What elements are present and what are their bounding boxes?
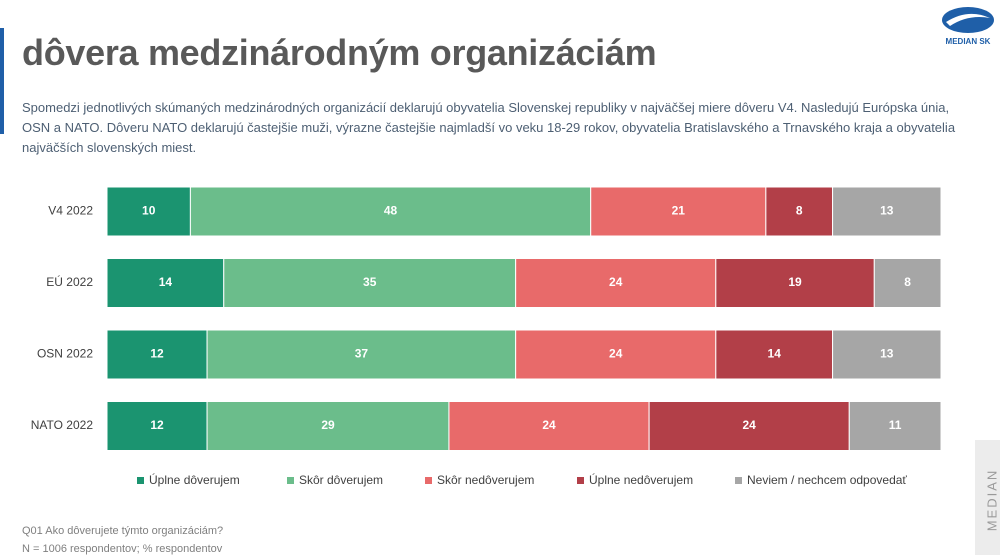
bar-segment: [832, 329, 942, 380]
bar-segment: [106, 258, 225, 308]
legend-swatch: [735, 477, 742, 484]
data-label: 19: [788, 275, 802, 289]
bar-segment: [106, 329, 208, 380]
y-tick-label: EÚ 2022: [46, 274, 93, 289]
legend-swatch: [137, 477, 144, 484]
bar-segment: [848, 401, 942, 451]
bar-segment: [223, 258, 517, 308]
data-label: 29: [321, 418, 335, 432]
logo-shape: [942, 7, 994, 33]
y-tick-label: OSN 2022: [37, 347, 93, 361]
bar-segment: [206, 401, 450, 451]
y-tick-label: V4 2022: [48, 204, 93, 218]
footnote: N = 1006 respondentov; % respondentov: [22, 543, 223, 555]
legend-swatch: [425, 477, 432, 484]
side-strip: [975, 440, 1000, 555]
logo-text: MEDIAN SK: [946, 37, 991, 46]
data-label: 14: [159, 275, 173, 289]
legend-label: Neviem / nechcem odpovedať: [747, 473, 907, 487]
logo: MEDIAN SK: [942, 7, 994, 46]
y-tick-label: NATO 2022: [31, 418, 94, 432]
data-label: 13: [880, 347, 894, 361]
legend-swatch: [577, 477, 584, 484]
legend-swatch: [287, 477, 294, 484]
bar-segment: [648, 401, 850, 451]
data-label: 14: [768, 347, 782, 361]
bar-segment: [590, 186, 767, 237]
legend-label: Úplne nedôverujem: [589, 472, 693, 487]
data-label: 24: [609, 275, 623, 289]
data-label: 24: [743, 418, 757, 432]
accent-bar: [0, 28, 4, 134]
data-label: 48: [384, 204, 398, 218]
data-label: 24: [542, 418, 556, 432]
chart-subtitle: Spomedzi jednotlivých skúmaných medzinár…: [22, 100, 956, 155]
data-label: 11: [889, 418, 902, 432]
bar-segment: [515, 258, 717, 308]
legend-label: Úplne dôverujem: [149, 472, 240, 487]
data-label: 12: [150, 418, 164, 432]
data-label: 24: [609, 347, 623, 361]
bar-segment: [106, 186, 191, 237]
data-label: 13: [880, 204, 894, 218]
bar-segment: [448, 401, 650, 451]
data-label: 12: [150, 347, 164, 361]
bar-segment: [715, 258, 875, 308]
logo-swoosh: [946, 13, 990, 26]
data-label: 35: [363, 275, 377, 289]
legend-label: Skôr dôverujem: [299, 473, 383, 487]
chart-title: dôvera medzinárodným organizáciám: [22, 32, 657, 73]
data-label: 37: [355, 347, 369, 361]
bar-segment: [106, 401, 208, 451]
bar-segment: [873, 258, 942, 308]
data-label: 10: [142, 204, 156, 218]
data-label: 8: [904, 275, 911, 289]
data-label: 21: [672, 204, 686, 218]
data-label: 8: [796, 204, 803, 218]
legend-label: Skôr nedôverujem: [437, 473, 534, 487]
footnote: Q01 Ako dôverujete týmto organizáciám?: [22, 525, 224, 537]
footnotes: Q01 Ako dôverujete týmto organizáciám? N…: [22, 522, 223, 558]
bar-segment: [832, 186, 942, 237]
bar-segment: [189, 186, 592, 237]
side-label: MEDIAN: [984, 469, 999, 532]
